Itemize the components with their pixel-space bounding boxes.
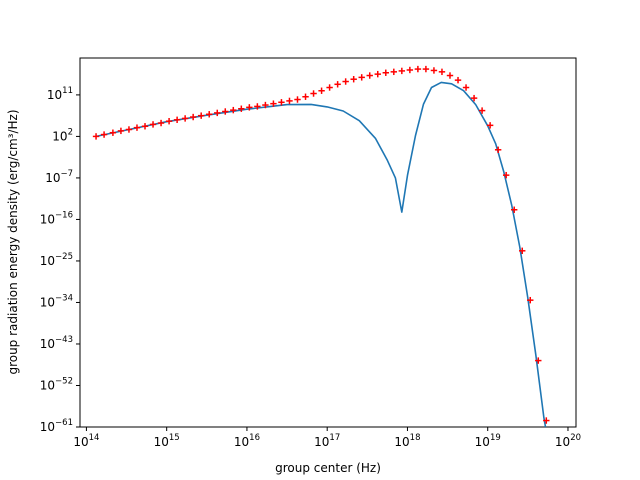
data-point-marker	[92, 133, 100, 140]
data-point-marker	[100, 131, 108, 138]
data-point-marker	[366, 72, 373, 79]
data-point-marker	[358, 74, 365, 81]
data-point-marker	[222, 108, 229, 115]
data-point-marker	[390, 68, 398, 76]
data-point-marker	[422, 65, 430, 73]
data-point-marker	[519, 247, 526, 255]
data-point-marker	[527, 296, 534, 304]
x-tick-label: 1014	[73, 433, 99, 449]
data-point-marker	[189, 113, 197, 121]
x-tick-label: 1020	[555, 433, 581, 449]
data-point-marker	[286, 97, 293, 105]
data-point-marker	[462, 84, 470, 91]
data-point-marker	[511, 206, 518, 213]
data-point-marker	[414, 65, 422, 73]
y-axis-ticks: 10−61 10−52 10−43 10−34 10−25 10−16 10−7 102 101…	[40, 86, 80, 434]
data-point-marker	[494, 146, 502, 153]
data-point-marker	[342, 78, 349, 85]
data-point-marker	[278, 99, 285, 106]
data-point-marker	[406, 66, 414, 74]
data-point-marker	[246, 104, 253, 111]
y-tick-label: 10−7	[45, 169, 73, 185]
data-point-marker	[430, 67, 438, 74]
data-point-marker	[141, 123, 149, 130]
y-tick-label: 10−52	[40, 376, 73, 392]
data-point-marker	[294, 96, 301, 103]
data-point-marker	[206, 111, 213, 118]
data-point-marker	[382, 69, 389, 76]
data-point-marker	[262, 101, 269, 109]
x-axis-ticks: 1014 1015 1016 1017 1018 1019 1020	[73, 427, 581, 449]
data-point-marker	[230, 106, 237, 114]
data-point-marker	[535, 357, 542, 364]
series-layer	[92, 65, 550, 428]
x-tick-label: 1018	[394, 433, 420, 449]
data-point-marker	[157, 119, 165, 127]
x-tick-label: 1019	[475, 433, 501, 449]
data-point-marker	[334, 81, 341, 88]
y-tick-label: 102	[52, 127, 73, 143]
y-tick-label: 10−61	[40, 418, 73, 434]
x-tick-label: 1016	[234, 433, 260, 449]
data-point-marker	[117, 127, 125, 135]
data-point-marker	[197, 112, 205, 119]
data-point-marker	[270, 100, 277, 107]
data-point-marker	[486, 122, 494, 129]
x-tick-label: 1017	[314, 433, 340, 449]
y-tick-label: 10−25	[40, 252, 73, 268]
data-point-marker	[310, 90, 317, 97]
data-point-marker	[454, 76, 462, 84]
y-tick-label: 10−43	[40, 335, 73, 351]
data-point-marker	[238, 105, 245, 112]
x-axis-label: group center (Hz)	[275, 461, 381, 475]
plot-area	[79, 57, 577, 428]
x-tick-label: 1015	[154, 433, 180, 449]
data-point-marker	[214, 109, 221, 117]
data-point-marker	[446, 72, 454, 79]
data-point-marker	[398, 67, 406, 75]
data-point-marker	[125, 126, 133, 133]
data-point-marker	[254, 103, 261, 110]
data-point-marker	[181, 115, 189, 122]
data-point-marker	[109, 129, 117, 136]
axes-frame	[79, 57, 577, 428]
y-tick-label: 10−34	[40, 293, 73, 309]
data-point-marker	[318, 87, 325, 94]
data-point-marker	[502, 171, 510, 179]
data-point-marker	[173, 116, 181, 124]
data-point-marker	[438, 68, 446, 76]
data-point-marker	[350, 76, 357, 83]
data-point-marker	[149, 121, 157, 128]
data-point-marker	[478, 107, 486, 114]
data-point-marker	[133, 124, 141, 131]
data-point-marker	[470, 94, 478, 102]
data-point-marker	[543, 417, 550, 424]
y-tick-label: 1011	[47, 86, 73, 102]
data-point-marker	[326, 84, 333, 91]
y-tick-label: 10−16	[40, 210, 73, 226]
data-point-marker	[302, 93, 309, 100]
y-axis-label: group radiation energy density (erg/cm³/…	[6, 109, 20, 374]
data-point-marker	[374, 70, 381, 78]
data-point-marker	[165, 117, 173, 125]
